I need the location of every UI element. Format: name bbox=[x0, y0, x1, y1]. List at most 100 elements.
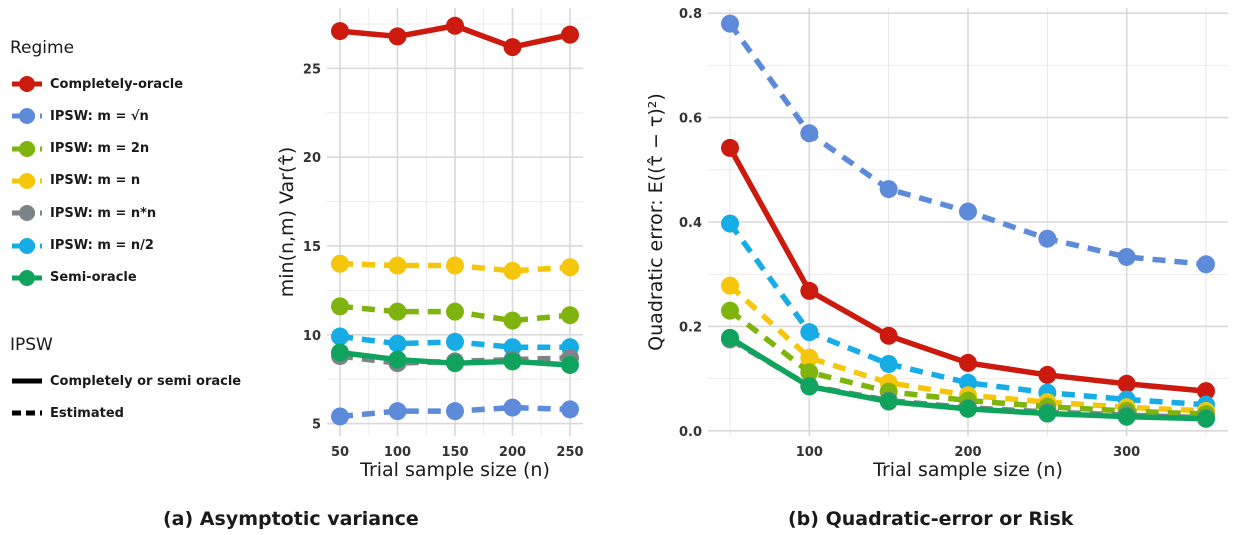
data-point bbox=[879, 326, 898, 345]
series-semi-oracle bbox=[721, 328, 1215, 428]
legend-key-icon bbox=[12, 205, 42, 222]
legend-item: IPSW: m = n*n bbox=[10, 204, 156, 222]
legend-item: IPSW: m = √n bbox=[10, 107, 149, 125]
data-point bbox=[800, 323, 819, 342]
series-ipsw-m-2n bbox=[331, 297, 579, 330]
data-point bbox=[721, 214, 739, 233]
data-point bbox=[721, 14, 739, 33]
x-tick-label: 200 bbox=[499, 445, 526, 460]
legend-key-icon bbox=[12, 410, 42, 416]
data-point bbox=[1197, 255, 1215, 274]
series-ipsw-m-n bbox=[331, 398, 579, 426]
series-completely-oracle bbox=[721, 138, 1215, 401]
data-point bbox=[388, 256, 407, 275]
data-point bbox=[721, 328, 739, 347]
data-point bbox=[800, 377, 819, 396]
legend-label: IPSW: m = n bbox=[50, 173, 141, 189]
y-tick-label: 0.2 bbox=[679, 320, 702, 335]
data-point bbox=[1197, 409, 1215, 428]
legend-regime-title: Regime bbox=[10, 38, 75, 58]
data-point bbox=[561, 306, 579, 325]
data-point bbox=[1038, 404, 1057, 423]
data-point bbox=[879, 392, 898, 411]
data-point bbox=[1117, 374, 1136, 393]
data-point bbox=[721, 138, 739, 157]
data-point bbox=[1117, 247, 1136, 266]
legend-key-icon bbox=[12, 237, 42, 254]
data-point bbox=[959, 202, 977, 221]
data-point bbox=[879, 354, 898, 373]
legend-item: IPSW: m = n/2 bbox=[10, 237, 154, 255]
legend-key-icon bbox=[12, 378, 42, 384]
data-point bbox=[388, 302, 407, 321]
data-point bbox=[959, 399, 977, 418]
data-point bbox=[446, 16, 464, 35]
data-point bbox=[503, 311, 522, 330]
x-axis-label: Trial sample size (n) bbox=[872, 459, 1063, 481]
data-point bbox=[1117, 407, 1136, 426]
legend-key-icon bbox=[12, 172, 42, 189]
caption-a: (a) Asymptotic variance bbox=[163, 508, 419, 530]
data-point bbox=[388, 27, 407, 46]
legend-key-icon bbox=[12, 269, 42, 286]
series-ipsw-m-n bbox=[331, 254, 579, 280]
data-point bbox=[388, 334, 407, 353]
y-tick-label: 0.0 bbox=[679, 425, 702, 440]
data-point bbox=[561, 25, 579, 44]
data-point bbox=[331, 343, 349, 362]
data-point bbox=[388, 402, 407, 421]
legend-ipsw-title: IPSW bbox=[10, 335, 53, 355]
legend-label: Semi-oracle bbox=[50, 270, 137, 286]
data-point bbox=[1197, 382, 1215, 401]
legend-item: IPSW: m = 2n bbox=[10, 140, 149, 158]
data-point bbox=[800, 281, 819, 300]
data-point bbox=[446, 256, 464, 275]
series-semi-oracle bbox=[331, 343, 579, 374]
chart-panel-b: 0.0 0.2 0.4 0.6 0.8 100 200 300 Trial sample siz… bbox=[645, 7, 1228, 481]
data-point bbox=[446, 402, 464, 421]
legend-item: Completely-oracle bbox=[10, 75, 183, 93]
legend-label: IPSW: m = n/2 bbox=[50, 238, 154, 253]
data-point bbox=[446, 354, 464, 373]
data-point bbox=[503, 38, 522, 57]
x-tick-label: 300 bbox=[1113, 445, 1140, 460]
data-point bbox=[1038, 229, 1057, 248]
y-tick-label: 0.8 bbox=[679, 7, 702, 22]
legend-item: IPSW: m = n bbox=[10, 172, 140, 190]
data-point bbox=[503, 398, 522, 417]
series-ipsw-m-n-2 bbox=[331, 327, 579, 357]
data-point bbox=[800, 363, 819, 382]
data-point bbox=[879, 180, 898, 199]
legend-key-icon bbox=[12, 140, 42, 157]
x-tick-label: 100 bbox=[796, 445, 823, 460]
data-point bbox=[503, 352, 522, 371]
data-point bbox=[388, 350, 407, 369]
caption-b: (b) Quadratic-error or Risk bbox=[788, 508, 1074, 530]
y-tick-label: 25 bbox=[303, 62, 321, 77]
x-tick-label: 200 bbox=[954, 445, 981, 460]
y-tick-label: 5 bbox=[312, 418, 321, 433]
x-tick-label: 100 bbox=[384, 445, 411, 460]
data-point bbox=[800, 348, 819, 367]
legend-label: IPSW: m = 2n bbox=[50, 141, 150, 157]
data-point bbox=[446, 332, 464, 351]
chart-panel-a: 5 10 15 20 25 50 100 150 200 250 Trial sample size… bbox=[276, 8, 584, 481]
legend-key-icon bbox=[12, 108, 42, 125]
data-point bbox=[721, 301, 739, 320]
data-point bbox=[331, 327, 349, 346]
data-point bbox=[959, 373, 977, 392]
data-point bbox=[503, 261, 522, 280]
legend-label: Estimated bbox=[50, 405, 124, 421]
data-point bbox=[446, 302, 464, 321]
y-tick-label: 10 bbox=[303, 329, 321, 344]
data-point bbox=[561, 400, 579, 419]
y-tick-label: 0.6 bbox=[679, 112, 702, 127]
legend-label: Completely-oracle bbox=[50, 76, 184, 92]
data-point bbox=[503, 338, 522, 357]
legend-item: Completely or semi oracle bbox=[10, 372, 241, 390]
data-point bbox=[331, 297, 349, 316]
data-point bbox=[561, 258, 579, 277]
legend-label: Completely or semi oracle bbox=[50, 373, 242, 389]
legend-key-icon bbox=[12, 76, 42, 92]
